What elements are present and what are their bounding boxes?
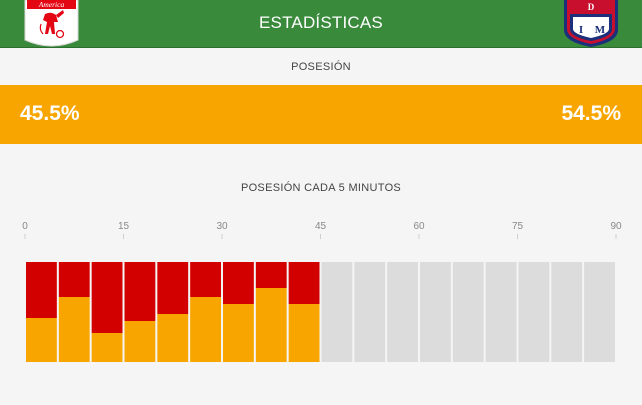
possession-bar: 45.5% 54.5% [0, 85, 642, 144]
home-possession-bar [223, 304, 254, 362]
america-crest-icon: America [24, 0, 79, 47]
empty-interval-bar [321, 262, 353, 362]
empty-interval-bar [420, 262, 451, 362]
home-possession-bar [255, 288, 287, 362]
home-possession-bar [124, 321, 156, 362]
away-possession-bar [26, 262, 57, 318]
svg-text:America: America [38, 0, 65, 9]
page-title: ESTADÍSTICAS [259, 13, 383, 32]
empty-interval-bar [354, 262, 386, 362]
minute-tick-label: 45 [315, 221, 327, 232]
medellin-crest-icon: D I M [564, 0, 618, 47]
away-possession-bar [91, 262, 123, 333]
empty-interval-bar [551, 262, 583, 362]
away-possession-value: 54.5% [561, 102, 621, 125]
possession-timeline-chart: 0 15 30 45 60 75 90 [22, 221, 622, 362]
home-possession-bar [288, 304, 320, 362]
minute-tick-label: 15 [118, 221, 130, 232]
away-possession-bar [190, 262, 221, 297]
minute-tick-label: 30 [216, 221, 228, 232]
minute-tick-label: 75 [512, 221, 524, 232]
minute-tick-label: 0 [22, 221, 28, 232]
empty-interval-bar [518, 262, 550, 362]
home-possession-bar [26, 318, 57, 362]
svg-text:I: I [579, 24, 583, 36]
empty-interval-bar [387, 262, 418, 362]
empty-interval-bar [584, 262, 615, 362]
possession-label: POSESIÓN [291, 61, 351, 73]
home-possession-bar [91, 333, 123, 362]
minute-tick-label: 90 [610, 221, 622, 232]
timeline-title: POSESIÓN CADA 5 MINUTOS [240, 182, 402, 194]
minute-tick-label: 60 [413, 221, 425, 232]
away-possession-bar [288, 262, 320, 304]
stats-header: America ESTADÍSTICAS D I M [0, 0, 642, 48]
home-possession-bar [157, 314, 189, 362]
svg-text:M: M [595, 24, 606, 36]
empty-interval-bar [485, 262, 517, 362]
away-possession-bar [255, 262, 287, 288]
away-possession-bar [58, 262, 90, 297]
home-possession-bar [190, 297, 221, 362]
empty-interval-bar [452, 262, 484, 362]
away-possession-bar [223, 262, 254, 304]
svg-text:D: D [588, 2, 595, 12]
home-possession-value: 45.5% [20, 102, 80, 125]
away-possession-bar [124, 262, 156, 321]
home-possession-bar [58, 297, 90, 362]
away-possession-bar [157, 262, 189, 314]
